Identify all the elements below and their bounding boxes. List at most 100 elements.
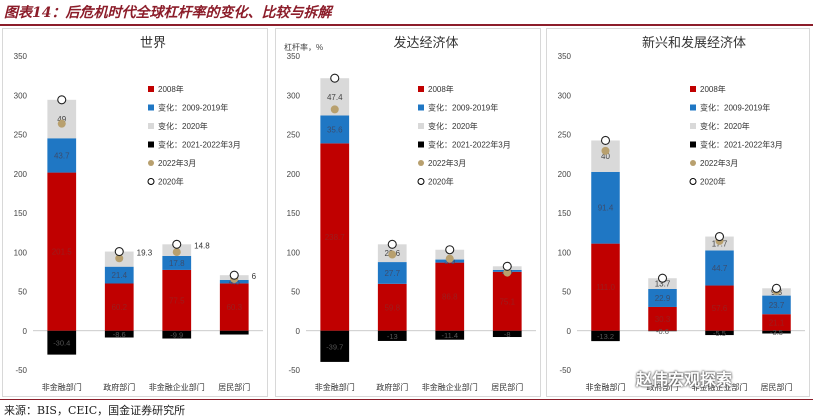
data-label: 44.7 — [712, 264, 728, 273]
marker-2020 — [602, 136, 610, 144]
marker-2020 — [503, 262, 511, 270]
marker-2020 — [230, 271, 238, 279]
data-label: -8 — [504, 330, 511, 339]
x-tick-label: 政府部门 — [376, 382, 408, 392]
legend-label: 2008年 — [158, 84, 184, 94]
legend-swatch — [418, 142, 424, 148]
legend-swatch — [690, 142, 696, 148]
y-tick-label: 200 — [14, 170, 28, 179]
legend-swatch — [690, 105, 696, 111]
y-tick-label: -50 — [559, 366, 571, 375]
data-label: -13 — [387, 332, 398, 341]
y-tick-label: 200 — [287, 170, 301, 179]
data-label: 30.3 — [655, 315, 671, 324]
data-label: -30.4 — [53, 339, 70, 348]
legend-label: 2022年3月 — [158, 158, 196, 168]
y-tick-label: 100 — [14, 248, 28, 257]
legend-swatch — [690, 86, 696, 92]
data-label: 111.0 — [596, 283, 615, 292]
y-tick-label: 50 — [562, 288, 571, 297]
y-tick-label: 100 — [558, 248, 572, 257]
data-label: 19.3 — [137, 249, 153, 258]
data-label: 60.3 — [226, 303, 242, 312]
figure-title: 图表14：后危机时代全球杠杆率的变化、比较与拆解 — [4, 2, 331, 22]
y-axis-label: 杠杆率，% — [284, 42, 323, 52]
data-label: -13.2 — [597, 332, 614, 341]
y-tick-label: 0 — [567, 327, 572, 336]
y-tick-label: 250 — [558, 131, 572, 140]
y-tick-label: 250 — [14, 131, 28, 140]
data-label: -11.4 — [441, 331, 458, 340]
marker-2020 — [716, 233, 724, 241]
legend-swatch — [148, 142, 154, 148]
legend-swatch — [418, 179, 424, 185]
legend-label: 2020年 — [700, 177, 726, 187]
x-tick-label: 非金融企业部门 — [149, 382, 205, 392]
y-tick-label: 0 — [23, 327, 28, 336]
legend-label: 变化：2020年 — [158, 121, 208, 131]
data-label: -9.9 — [170, 331, 183, 340]
title-rule — [0, 24, 813, 26]
marker-2020 — [773, 284, 781, 292]
data-label: 22.9 — [655, 294, 671, 303]
data-label: 17.8 — [169, 259, 185, 268]
legend-label: 2022年3月 — [428, 158, 466, 168]
legend-label: 变化：2009-2019年 — [428, 103, 498, 113]
chart-emerging-economies: 新兴和发展经济体-50050100150200250300350111.091.… — [547, 29, 809, 396]
bar-segment — [220, 331, 249, 335]
marker-2020 — [388, 240, 396, 248]
x-tick-label: 政府部门 — [103, 382, 135, 392]
legend-label: 变化：2020年 — [700, 121, 750, 131]
data-label: 59.8 — [384, 303, 400, 312]
legend-label: 变化：2020年 — [428, 121, 478, 131]
x-tick-label: 非金融部门 — [315, 382, 355, 392]
data-label: 77.5 — [169, 296, 185, 305]
data-label: 14.8 — [194, 241, 210, 250]
data-label: 57.6 — [712, 304, 728, 313]
source-note: 来源：BIS，CEIC，国金证券研究所 — [4, 402, 185, 418]
legend-label: 2020年 — [158, 177, 184, 187]
marker-2022 — [331, 105, 339, 113]
data-label: -5.5 — [713, 329, 726, 338]
legend-label: 2022年3月 — [700, 158, 738, 168]
x-tick-label: 居民部门 — [491, 382, 523, 392]
watermark-logo: 赵伟宏观探索 — [636, 366, 732, 390]
y-tick-label: 0 — [296, 327, 301, 336]
data-label: -3.5 — [770, 328, 783, 337]
bottom-rule — [0, 399, 813, 400]
y-tick-label: 50 — [291, 288, 300, 297]
data-label: 21.1 — [769, 318, 785, 327]
legend-label: 2008年 — [700, 84, 726, 94]
marker-2022 — [446, 255, 454, 263]
y-tick-label: 300 — [287, 91, 301, 100]
y-tick-label: 150 — [14, 209, 28, 218]
y-tick-label: 150 — [287, 209, 301, 218]
y-tick-label: 250 — [287, 131, 301, 140]
data-label: 60.2 — [111, 303, 127, 312]
y-tick-label: 300 — [14, 91, 28, 100]
legend-swatch — [690, 179, 696, 185]
x-tick-label: 居民部门 — [218, 382, 250, 392]
legend-label: 变化：2009-2019年 — [158, 103, 228, 113]
data-label: -8.6 — [113, 330, 126, 339]
y-tick-label: 100 — [287, 248, 301, 257]
data-label: 23.7 — [769, 301, 785, 310]
y-tick-label: 50 — [18, 288, 27, 297]
x-tick-label: 非金融企业部门 — [422, 382, 478, 392]
legend-swatch — [148, 123, 154, 129]
y-tick-label: 350 — [558, 52, 572, 61]
legend-swatch — [418, 160, 424, 166]
data-label: 86.8 — [442, 293, 458, 302]
legend-swatch — [148, 105, 154, 111]
data-label: 238.7 — [325, 233, 346, 242]
legend-label: 2008年 — [428, 84, 454, 94]
chart-title-world: 世界 — [140, 35, 166, 50]
data-label: 201.5 — [52, 248, 73, 257]
marker-2020 — [446, 246, 454, 254]
x-tick-label: 非金融部门 — [586, 382, 626, 392]
y-tick-label: 350 — [287, 52, 301, 61]
legend-label: 变化：2021-2022年3月 — [700, 140, 783, 150]
data-label: -39.7 — [326, 342, 343, 351]
data-label: 6 — [252, 272, 257, 281]
